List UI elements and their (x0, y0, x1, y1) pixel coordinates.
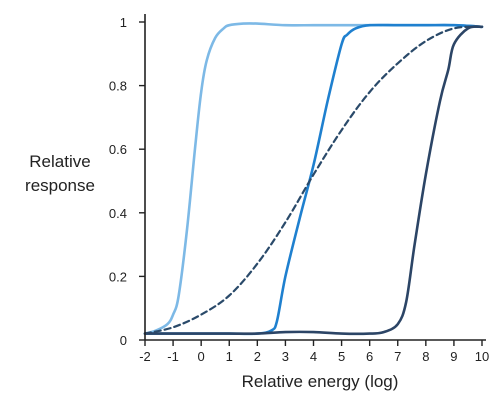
x-tick-label: 1 (226, 349, 233, 364)
y-tick-label: 0.6 (109, 142, 127, 157)
x-tick-label: 4 (310, 349, 317, 364)
curves-layer (143, 22, 484, 336)
y-tick-label: 1 (120, 15, 127, 30)
x-axis-title: Relative energy (log) (241, 372, 399, 391)
y-tick-label: 0 (120, 333, 127, 348)
axes-layer: 0 0.2 0.4 0.6 0.8 1 -2 -1 0 1 2 3 4 5 6 7 8 9 10 (109, 14, 489, 364)
series-1-line (143, 22, 484, 335)
x-tick-label: 6 (366, 349, 373, 364)
y-tick-label: 0.2 (109, 269, 127, 284)
x-tick-label: -2 (139, 349, 151, 364)
x-tick-label: 3 (282, 349, 289, 364)
x-tick-label: 9 (450, 349, 457, 364)
x-tick-label: 8 (422, 349, 429, 364)
y-axis-title-line-1: Relative (29, 152, 91, 171)
series-4-line (143, 25, 484, 336)
x-tick-label: 2 (254, 349, 261, 364)
x-tick-label: 10 (475, 349, 489, 364)
series-2-line (143, 23, 484, 336)
x-tick-label: 0 (198, 349, 205, 364)
series-3-line (143, 25, 484, 335)
y-axis-title-line-2: response (25, 176, 95, 195)
y-tick-label: 0.4 (109, 206, 127, 221)
x-tick-label: 5 (338, 349, 345, 364)
x-tick-label: -1 (167, 349, 179, 364)
y-tick-label: 0.8 (109, 79, 127, 94)
y-axis-title: Relative response (0, 150, 120, 198)
x-tick-label: 7 (394, 349, 401, 364)
